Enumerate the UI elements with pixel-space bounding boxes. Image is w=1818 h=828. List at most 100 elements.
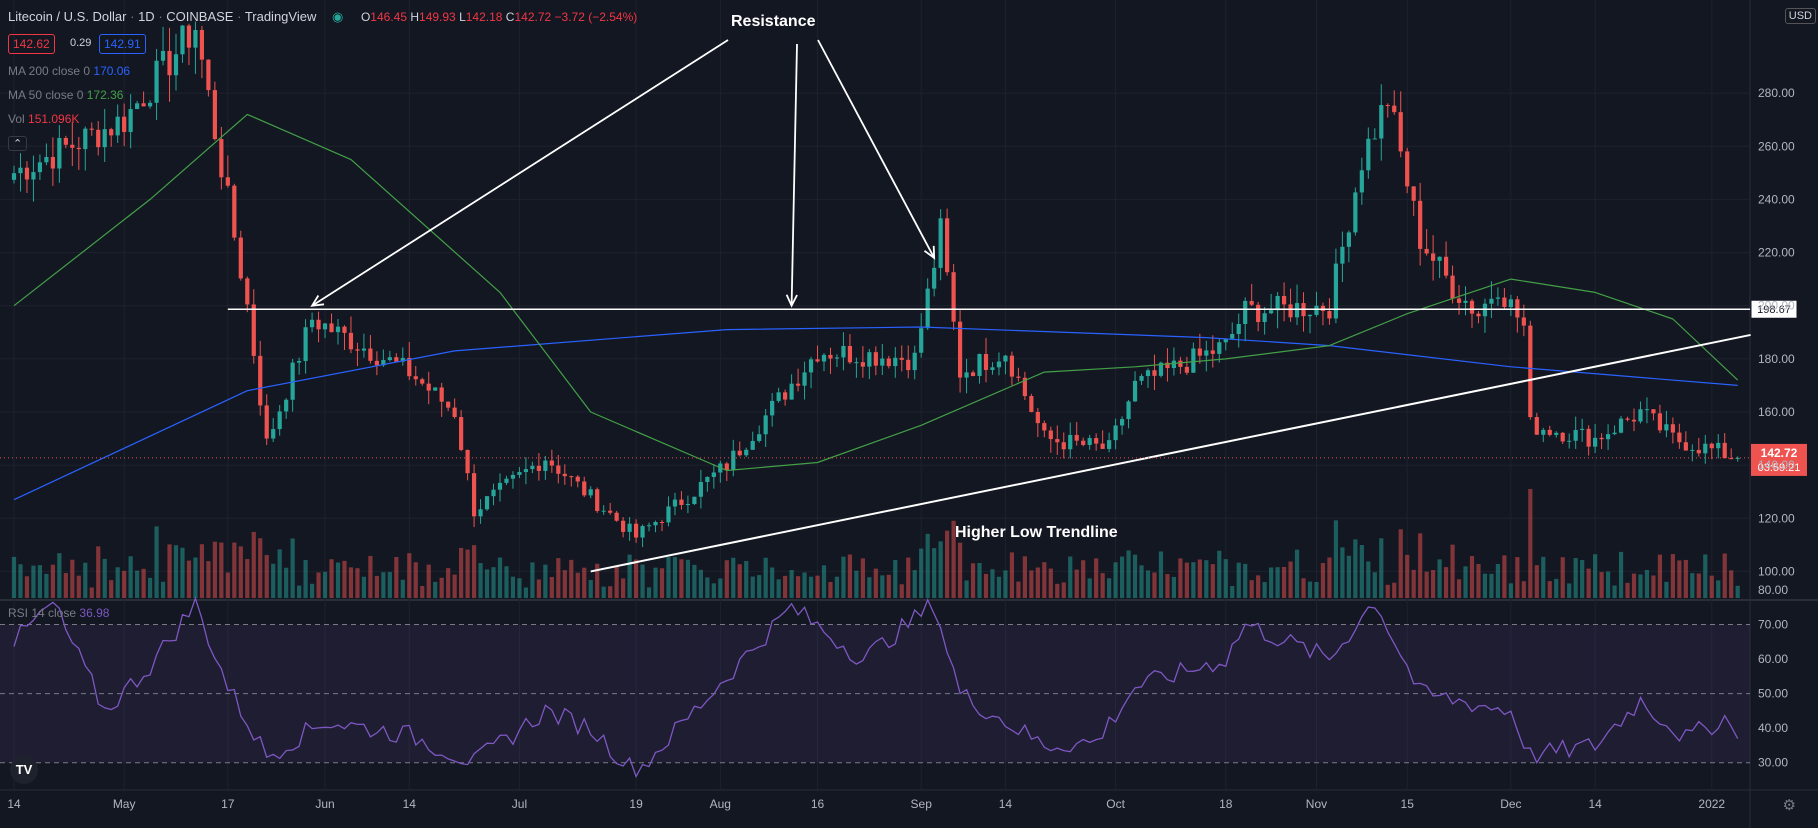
volume-bar: [50, 564, 55, 598]
buy-price[interactable]: 142.91: [99, 34, 146, 54]
candle-body: [1683, 442, 1688, 451]
resistance-annotation[interactable]: Resistance: [731, 13, 816, 30]
collapse-legend-button[interactable]: ⌃: [8, 136, 28, 151]
volume-bar: [109, 580, 114, 598]
candle-body: [128, 109, 133, 132]
volume-bar: [834, 576, 840, 598]
candle-body: [374, 360, 379, 366]
volume-bar: [1599, 572, 1604, 598]
volume-bar: [251, 531, 256, 598]
volume-bar: [1580, 560, 1585, 598]
candle-body: [141, 103, 146, 107]
candle-body: [1359, 170, 1364, 193]
symbol-legend[interactable]: Litecoin / U.S. Dollar · 1D · COINBASE ·…: [8, 9, 638, 24]
rsi-label: RSI 14 close: [8, 606, 77, 620]
candle-body: [1515, 299, 1520, 318]
candle-body: [206, 59, 211, 91]
candle-body: [1022, 377, 1027, 397]
candle-body: [394, 357, 399, 362]
volume-bar: [400, 579, 405, 598]
close-label: C: [505, 10, 515, 24]
candle-body: [465, 449, 470, 474]
candle-body: [1132, 380, 1138, 402]
price-tick-label: 220.00: [1758, 246, 1795, 260]
candle-body: [1029, 396, 1034, 412]
volume-bar: [815, 575, 820, 598]
volume-bar: [899, 584, 904, 598]
sell-price[interactable]: 142.62: [8, 34, 55, 54]
volume-bar: [199, 544, 205, 598]
resistance-arrow: [790, 43, 798, 306]
volume-bar: [1288, 561, 1293, 598]
currency-selector[interactable]: USD: [1784, 8, 1816, 24]
candle-body: [763, 415, 768, 435]
volume-bar: [1502, 555, 1507, 598]
candle-body: [860, 362, 865, 367]
volume-bar: [1372, 572, 1377, 598]
volume-bar: [1716, 580, 1721, 598]
candle-body: [556, 465, 561, 474]
candle-body: [705, 476, 710, 483]
volume-bar: [1528, 488, 1533, 598]
volume-bar: [1541, 556, 1546, 598]
candle-body: [789, 383, 794, 400]
volume-bar: [122, 570, 127, 598]
candle-body: [912, 352, 917, 371]
volume-bar: [1275, 567, 1280, 598]
candle-body: [523, 469, 529, 473]
candle-body: [1307, 314, 1313, 317]
candle-body: [238, 237, 243, 279]
candle-body: [303, 327, 308, 361]
volume-bar: [893, 559, 898, 598]
candle-body: [109, 129, 114, 136]
candle-body: [1061, 442, 1066, 450]
drawing-tools[interactable]: 198.67 142.72 03:59:21: [0, 39, 1807, 573]
candle-body: [160, 50, 166, 61]
ma200-legend[interactable]: MA 200 close 0 170.06: [8, 64, 130, 78]
volume-bar: [1431, 570, 1436, 598]
volume-bar: [1003, 570, 1008, 598]
volume-legend[interactable]: Vol 151.096K: [8, 112, 79, 126]
volume-bar: [510, 576, 516, 598]
candle-body: [1735, 457, 1740, 459]
candle-body: [1191, 348, 1196, 373]
volume-bar: [964, 580, 969, 598]
time-tick-label: 17: [221, 797, 235, 811]
time-tick-label: 14: [999, 797, 1013, 811]
volume-bar: [957, 542, 963, 598]
volume-bar: [452, 574, 457, 598]
volume-bar: [1495, 564, 1501, 598]
volume-bar: [789, 569, 794, 598]
candle-body: [478, 509, 483, 517]
rsi-legend[interactable]: RSI 14 close 36.98: [8, 606, 109, 620]
candle-body: [945, 218, 950, 273]
resistance-arrow: [311, 39, 729, 307]
volume-bar: [141, 568, 146, 598]
candle-body: [433, 387, 438, 391]
volume-bar: [284, 567, 289, 598]
candle-body: [867, 352, 872, 367]
settings-gear-icon[interactable]: ⚙: [1782, 797, 1796, 814]
volume-bar: [945, 530, 950, 598]
candle-body: [1236, 323, 1241, 335]
tradingview-logo-icon[interactable]: TV: [10, 756, 38, 784]
candle-body: [1009, 355, 1015, 377]
candle-body: [1262, 313, 1267, 323]
volume-bar: [1191, 562, 1196, 598]
candle-body: [1314, 305, 1319, 315]
volume-bar: [633, 559, 639, 598]
interval-label[interactable]: 1D: [138, 9, 155, 24]
ma50-line: [13, 113, 1739, 472]
volume-bar: [1346, 555, 1351, 598]
candle-body: [76, 147, 81, 150]
low-label: L: [459, 10, 466, 24]
candle-body: [361, 348, 367, 351]
candle-body: [575, 476, 580, 482]
candle-body: [284, 399, 289, 412]
candle-body: [938, 218, 943, 268]
volume-bar: [886, 574, 891, 598]
trendline-annotation[interactable]: Higher Low Trendline: [955, 524, 1118, 541]
volume-bar: [1132, 554, 1138, 598]
ma50-legend[interactable]: MA 50 close 0 172.36: [8, 88, 123, 102]
